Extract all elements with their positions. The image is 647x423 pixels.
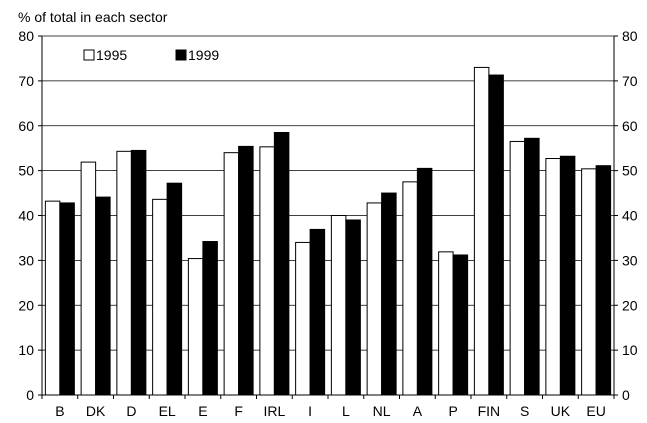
bar-1999-IRL [273,131,290,396]
bar-1999-DK [95,196,111,396]
bar-1999-E [202,241,218,396]
x-tick-label: NL [373,403,391,419]
bar-1999-D [130,149,147,396]
x-tick-label: EL [159,403,176,419]
x-tick-label: EU [586,403,605,419]
x-tick-label: I [308,403,312,419]
x-tick-label: B [55,403,64,419]
legend-label-1995: 1995 [96,47,127,63]
x-tick-label: FIN [478,403,501,419]
y-tick-label-left: 0 [26,387,34,403]
bar-1995-S [509,140,526,396]
bar-1995-NL [366,202,383,396]
bar-1995-B [44,200,61,396]
y-tick-label-right: 30 [622,252,638,268]
bar-1995-D [116,150,132,396]
legend-label-1999: 1999 [188,47,219,63]
bar-1999-A [416,167,433,396]
bar-1999-FIN [488,74,504,396]
bar-1995-EU [581,168,597,396]
bar-1995-UK [545,158,561,396]
bar-1995-F [223,152,240,396]
y-tick-label-left: 60 [18,118,34,134]
x-tick-label: UK [551,403,571,419]
y-tick-label-right: 10 [622,342,638,358]
bar-1995-IRL [259,146,275,396]
bar-1999-S [524,137,540,396]
x-tick-label: A [413,403,423,419]
bar-1999-F [238,145,254,396]
y-tick-label-left: 40 [18,208,34,224]
y-tick-label-left: 50 [18,163,34,179]
x-tick-label: F [234,403,243,419]
y-tick-label-right: 50 [622,163,638,179]
bar-1995-DK [80,161,97,396]
bar-1995-EL [152,198,168,396]
x-tick-label: L [342,403,350,419]
bar-1999-B [59,202,75,396]
y-tick-label-right: 0 [622,387,630,403]
bar-1999-EU [595,165,612,396]
bar-1999-NL [381,192,397,396]
y-tick-label-left: 30 [18,252,34,268]
bar-1999-EL [166,182,183,396]
x-tick-label: DK [86,403,106,419]
bar-1995-P [438,251,454,396]
bar-1995-A [402,181,418,396]
bar-1999-I [309,228,326,396]
y-tick-label-left: 20 [18,297,34,313]
bar-1995-I [295,241,311,396]
x-tick-label: S [520,403,529,419]
bar-1999-L [345,219,361,396]
y-tick-label-right: 70 [622,73,638,89]
bar-1999-P [452,254,469,396]
y-tick-label-right: 40 [622,208,638,224]
bar-1999-UK [559,155,576,396]
x-tick-label: IRL [263,403,285,419]
bar-1995-E [187,258,204,396]
y-tick-label-left: 80 [18,28,34,44]
x-tick-label: P [448,403,457,419]
y-axis-label: % of total in each sector [18,9,168,25]
bar-1995-FIN [473,66,490,396]
legend-swatch-1999 [175,49,187,61]
y-tick-label-right: 80 [622,28,638,44]
x-tick-label: D [126,403,136,419]
y-tick-label-left: 70 [18,73,34,89]
legend-swatch-1995 [83,49,95,61]
x-tick-label: E [198,403,207,419]
bar-1995-L [330,215,347,396]
y-tick-label-right: 20 [622,297,638,313]
y-tick-label-left: 10 [18,342,34,358]
y-tick-label-right: 60 [622,118,638,134]
